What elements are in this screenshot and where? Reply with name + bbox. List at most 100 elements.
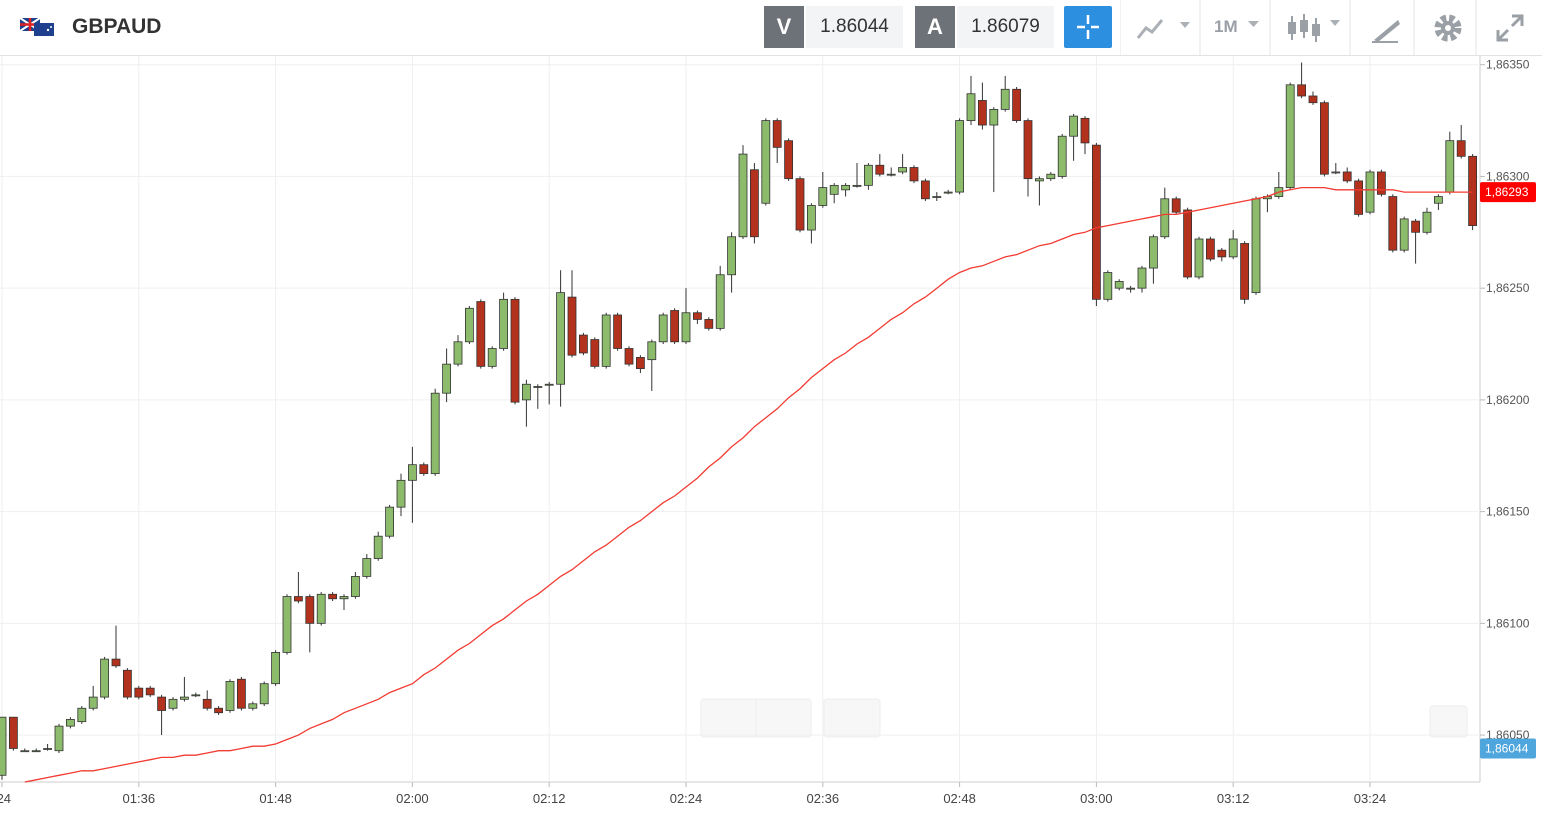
candle-body (350, 576, 360, 597)
candle-body (1228, 238, 1238, 258)
candle-body (499, 298, 509, 349)
candle-body (1092, 144, 1101, 300)
candle-body (123, 669, 132, 698)
candle-body (1308, 95, 1318, 104)
x-tick-label: 01:36 (123, 791, 156, 806)
candle-body (658, 314, 668, 343)
x-tick-label: 02:00 (396, 791, 429, 806)
bid-label[interactable]: V (764, 6, 804, 48)
candle-body (339, 596, 349, 600)
dropdown-arrow[interactable] (1247, 20, 1261, 30)
x-tick-label: 03:12 (1217, 791, 1250, 806)
candle-body (738, 153, 748, 238)
candle-body (1194, 238, 1204, 278)
candle-body (1377, 171, 1386, 195)
candle-body (522, 383, 531, 401)
candle-body (1206, 238, 1215, 260)
candle-body (898, 167, 907, 173)
y-tick-label: 1,86100 (1486, 616, 1530, 630)
fullscreen-button[interactable] (1494, 12, 1526, 44)
toolbar: GBPAUD V 1.86044 A 1.86079 1M (0, 0, 1542, 56)
candle-body (0, 716, 7, 776)
candle-body (1000, 88, 1010, 110)
candle-body (727, 236, 736, 276)
candle-body (407, 464, 417, 481)
candle-body (157, 696, 167, 711)
candle-body (636, 357, 645, 370)
candle-body (886, 173, 896, 176)
candle-body (1468, 155, 1477, 226)
candle-body (647, 341, 657, 361)
separators (1120, 0, 1477, 55)
candle-body (419, 464, 429, 475)
ma-price-tag-label: 1,86293 (1485, 185, 1529, 199)
chart-type-button[interactable] (1136, 14, 1191, 42)
candle-body (704, 319, 714, 329)
candle-body (795, 178, 805, 231)
x-tick-label: 01:48 (259, 791, 292, 806)
candle-body (1285, 84, 1295, 189)
candle-body (1365, 171, 1375, 213)
candle-body (1422, 211, 1432, 233)
candle-body (362, 558, 372, 577)
candle-body (316, 593, 326, 624)
candle-body (761, 120, 771, 204)
candle-body (1331, 171, 1341, 174)
last-price-tag (1480, 738, 1536, 759)
draw-button[interactable] (1370, 12, 1402, 44)
nav-button[interactable] (823, 698, 881, 738)
candle-body (1069, 115, 1078, 137)
candle-body (1434, 196, 1443, 204)
x-tick-label: 02:48 (943, 791, 976, 806)
nav-button[interactable] (1429, 705, 1468, 738)
candle-body (77, 707, 87, 723)
candle-body (989, 108, 999, 126)
timeframe[interactable]: 1M (1214, 17, 1238, 36)
candle-body (864, 164, 873, 186)
candle-body (1046, 173, 1056, 180)
candle-body (100, 658, 109, 698)
candle-body (533, 386, 543, 388)
candle-body (1388, 196, 1398, 251)
candle-body (818, 187, 828, 206)
candle-type-button[interactable] (1288, 12, 1344, 44)
ask-price[interactable]: 1.86079 (957, 6, 1054, 48)
crosshair-button[interactable] (1064, 6, 1112, 48)
candle-body (544, 383, 554, 386)
candle-body (841, 184, 850, 191)
candle-body (20, 750, 30, 753)
bid-price[interactable]: 1.86044 (806, 6, 903, 48)
candle-body (624, 348, 634, 365)
candle-body (179, 696, 189, 700)
x-tick-label: 03:24 (1354, 791, 1387, 806)
candle-body (556, 292, 565, 385)
candle-body (1399, 218, 1409, 251)
candle-body (1126, 287, 1135, 290)
candle-body (373, 535, 383, 559)
flag-icon (20, 18, 54, 36)
settings-button[interactable] (1432, 12, 1464, 44)
x-tick-label: :24 (0, 791, 11, 806)
moving-average (24, 186, 1473, 783)
candle-body (328, 593, 338, 600)
candle-body (88, 696, 98, 709)
candle-body (248, 703, 258, 709)
candle-body (1057, 135, 1067, 177)
candle-body (670, 310, 679, 343)
candle-body (1103, 272, 1113, 300)
candle-body (214, 707, 224, 714)
candle-body (430, 392, 440, 475)
candle-body (852, 184, 862, 187)
candle-body (1445, 140, 1455, 193)
x-tick-label: 02:36 (807, 791, 840, 806)
candle-body (453, 341, 463, 365)
candle-body (932, 196, 942, 198)
ma-price-tag (1480, 182, 1536, 203)
candle-body (54, 725, 64, 752)
candle-body (807, 205, 816, 231)
candle-body (1354, 180, 1363, 215)
ask-label[interactable]: A (915, 6, 955, 48)
candle-body (43, 748, 52, 750)
candle-body (978, 100, 987, 126)
